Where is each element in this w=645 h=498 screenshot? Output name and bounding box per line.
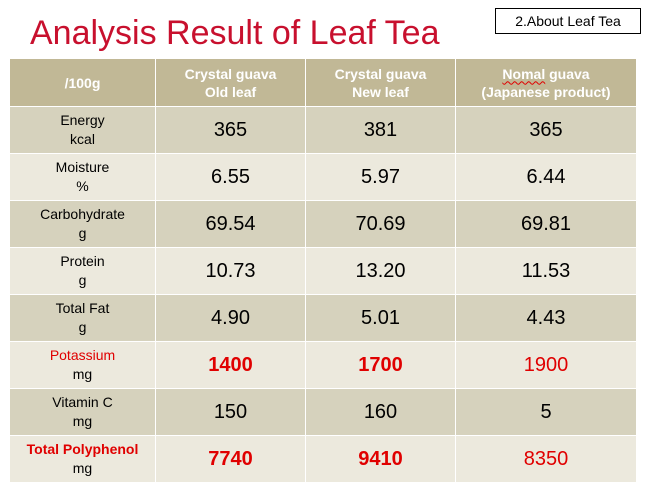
table-row-protein: Protein g 10.73 13.20 11.53 [9,247,637,295]
table-cell: 11.53 [455,247,637,295]
spellcheck-underlined-word: Nomal [502,65,546,82]
column-header-old-leaf: Crystal guava Old leaf [155,58,306,107]
table-cell: 4.90 [155,294,306,342]
row-name: Total Polyphenol [26,441,139,457]
row-unit: g [78,225,87,241]
column-header-line: Nomal guava [456,65,636,83]
column-header-normal-guava: Nomal guava (Japanese product) [455,58,637,107]
table-cell: 381 [305,106,456,154]
column-header-word: guava [545,65,590,82]
table-cell: 1400 [155,341,306,389]
row-label: Total Polyphenol mg [9,435,156,483]
column-header-line: Old leaf [204,83,257,100]
table-row-energy: Energy kcal 365 381 365 [9,106,637,154]
section-tag: 2.About Leaf Tea [495,8,641,34]
column-header-line: Crystal guava [334,65,427,82]
row-label: Energy kcal [9,106,156,154]
unit-header: /100g [9,58,156,107]
row-unit: mg [72,413,93,429]
row-unit: mg [72,460,93,476]
table-cell: 1700 [305,341,456,389]
column-header-new-leaf: Crystal guava New leaf [305,58,456,107]
table-cell: 150 [155,388,306,436]
table-cell: 8350 [455,435,637,483]
table-cell: 1900 [455,341,637,389]
table-cell: 6.55 [155,153,306,201]
row-unit: g [78,272,87,288]
table-row-total-fat: Total Fat g 4.90 5.01 4.43 [9,294,637,342]
row-label: Moisture % [9,153,156,201]
row-name: Moisture [55,159,110,175]
column-header-line: New leaf [352,83,409,100]
table-cell: 7740 [155,435,306,483]
row-name: Vitamin C [52,394,113,410]
row-label: Potassium mg [9,341,156,389]
row-name: Energy [60,112,105,128]
row-unit: % [76,178,89,194]
column-header-line: (Japanese product) [481,83,611,100]
table-cell: 4.43 [455,294,637,342]
table-header-row: /100g Crystal guava Old leaf Crystal gua… [9,58,637,107]
table-cell: 13.20 [305,247,456,295]
table-cell: 160 [305,388,456,436]
table-cell: 6.44 [455,153,637,201]
column-header-line: Crystal guava [184,65,277,82]
row-label: Vitamin C mg [9,388,156,436]
row-name: Carbohydrate [40,206,125,222]
table-cell: 10.73 [155,247,306,295]
table-cell: 9410 [305,435,456,483]
table-cell: 5 [455,388,637,436]
table-cell: 70.69 [305,200,456,248]
table-cell: 5.97 [305,153,456,201]
row-label: Total Fat g [9,294,156,342]
row-unit: g [78,319,87,335]
row-unit: kcal [70,131,95,147]
row-name: Potassium [49,347,116,363]
analysis-table: /100g Crystal guava Old leaf Crystal gua… [9,58,637,483]
row-label: Carbohydrate g [9,200,156,248]
row-label: Protein g [9,247,156,295]
table-cell: 365 [155,106,306,154]
row-unit: mg [72,366,93,382]
table-cell: 69.81 [455,200,637,248]
table-cell: 5.01 [305,294,456,342]
table-row-total-polyphenol: Total Polyphenol mg 7740 9410 8350 [9,435,637,483]
table-row-carbohydrate: Carbohydrate g 69.54 70.69 69.81 [9,200,637,248]
page-title: Analysis Result of Leaf Tea [30,14,440,52]
table-row-moisture: Moisture % 6.55 5.97 6.44 [9,153,637,201]
row-name: Protein [60,253,105,269]
table-row-vitamin-c: Vitamin C mg 150 160 5 [9,388,637,436]
table-row-potassium: Potassium mg 1400 1700 1900 [9,341,637,389]
table-cell: 69.54 [155,200,306,248]
table-cell: 365 [455,106,637,154]
row-name: Total Fat [55,300,110,316]
